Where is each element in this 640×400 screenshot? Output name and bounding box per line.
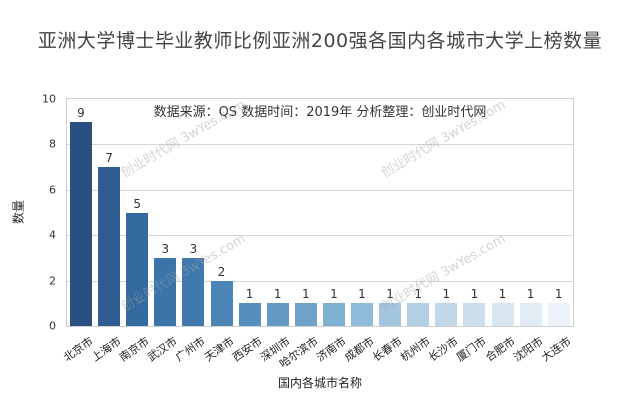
bar-value-label: 1: [301, 287, 310, 302]
bar-value-label: 1: [526, 287, 535, 302]
bar-value-label: 3: [161, 241, 170, 256]
bar: [407, 303, 430, 326]
bar: [379, 303, 402, 326]
x-tick-label: 大连市: [538, 334, 574, 365]
bar-value-label: 2: [217, 264, 226, 279]
y-tick-label: 2: [49, 274, 56, 288]
y-tick-label: 8: [49, 137, 56, 151]
bar-value-label: 1: [414, 287, 422, 302]
gridline: [67, 189, 573, 191]
bar: [182, 257, 205, 326]
y-axis-label: 数量: [11, 199, 26, 225]
plot-area: 数据来源：QS 数据时间：2019年 分析整理：创业时代网 9 7 5 3 3 2 1 1 1 1…: [66, 98, 574, 327]
gridline: [67, 280, 573, 282]
bar-value-label: 1: [358, 287, 366, 302]
bar-value-label: 7: [105, 151, 113, 166]
bar: [154, 257, 177, 326]
source-annotation: 数据来源：QS 数据时间：2019年 分析整理：创业时代网: [153, 105, 487, 120]
bar: [126, 212, 149, 326]
bar: [70, 121, 92, 326]
bar-value-label: 3: [189, 241, 198, 256]
bar-value-label: 1: [498, 287, 507, 302]
bar: [210, 280, 233, 326]
bar-value-label: 1: [245, 287, 254, 302]
bar: [547, 303, 570, 326]
bar: [435, 303, 458, 326]
bar-value-label: 9: [77, 105, 85, 120]
y-tick-label: 6: [49, 183, 56, 197]
bar-value-label: 1: [330, 287, 338, 302]
bar-value-label: 1: [470, 287, 479, 302]
bar: [351, 303, 373, 326]
gridline: [67, 144, 573, 146]
bar: [294, 303, 317, 326]
x-axis-label: 国内各城市名称: [277, 376, 362, 390]
bar: [322, 303, 345, 326]
bar-value-label: 1: [273, 287, 282, 302]
bar-value-label: 1: [442, 287, 451, 302]
gridline: [67, 235, 573, 237]
bar: [238, 303, 261, 326]
bar: [519, 303, 542, 326]
bar: [98, 167, 121, 326]
bar-value-label: 1: [386, 287, 394, 302]
bar: [491, 303, 514, 326]
bar-value-label: 1: [554, 287, 563, 302]
chart-title: 亚洲大学博士毕业教师比例亚洲200强各国内各城市大学上榜数量: [37, 30, 603, 52]
y-tick-label: 10: [42, 92, 56, 106]
bar-value-label: 5: [133, 196, 141, 211]
y-tick-label: 0: [49, 319, 56, 333]
bar: [266, 303, 289, 326]
y-tick-label: 4: [49, 228, 56, 242]
bar: [463, 303, 486, 326]
